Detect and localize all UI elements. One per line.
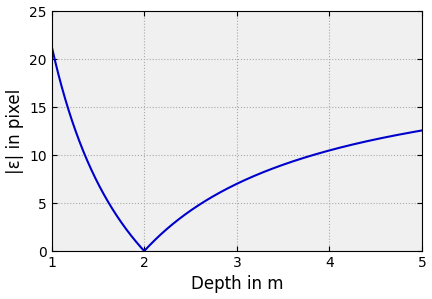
X-axis label: Depth in m: Depth in m: [191, 275, 283, 293]
Y-axis label: |ε| in pixel: |ε| in pixel: [6, 89, 24, 174]
